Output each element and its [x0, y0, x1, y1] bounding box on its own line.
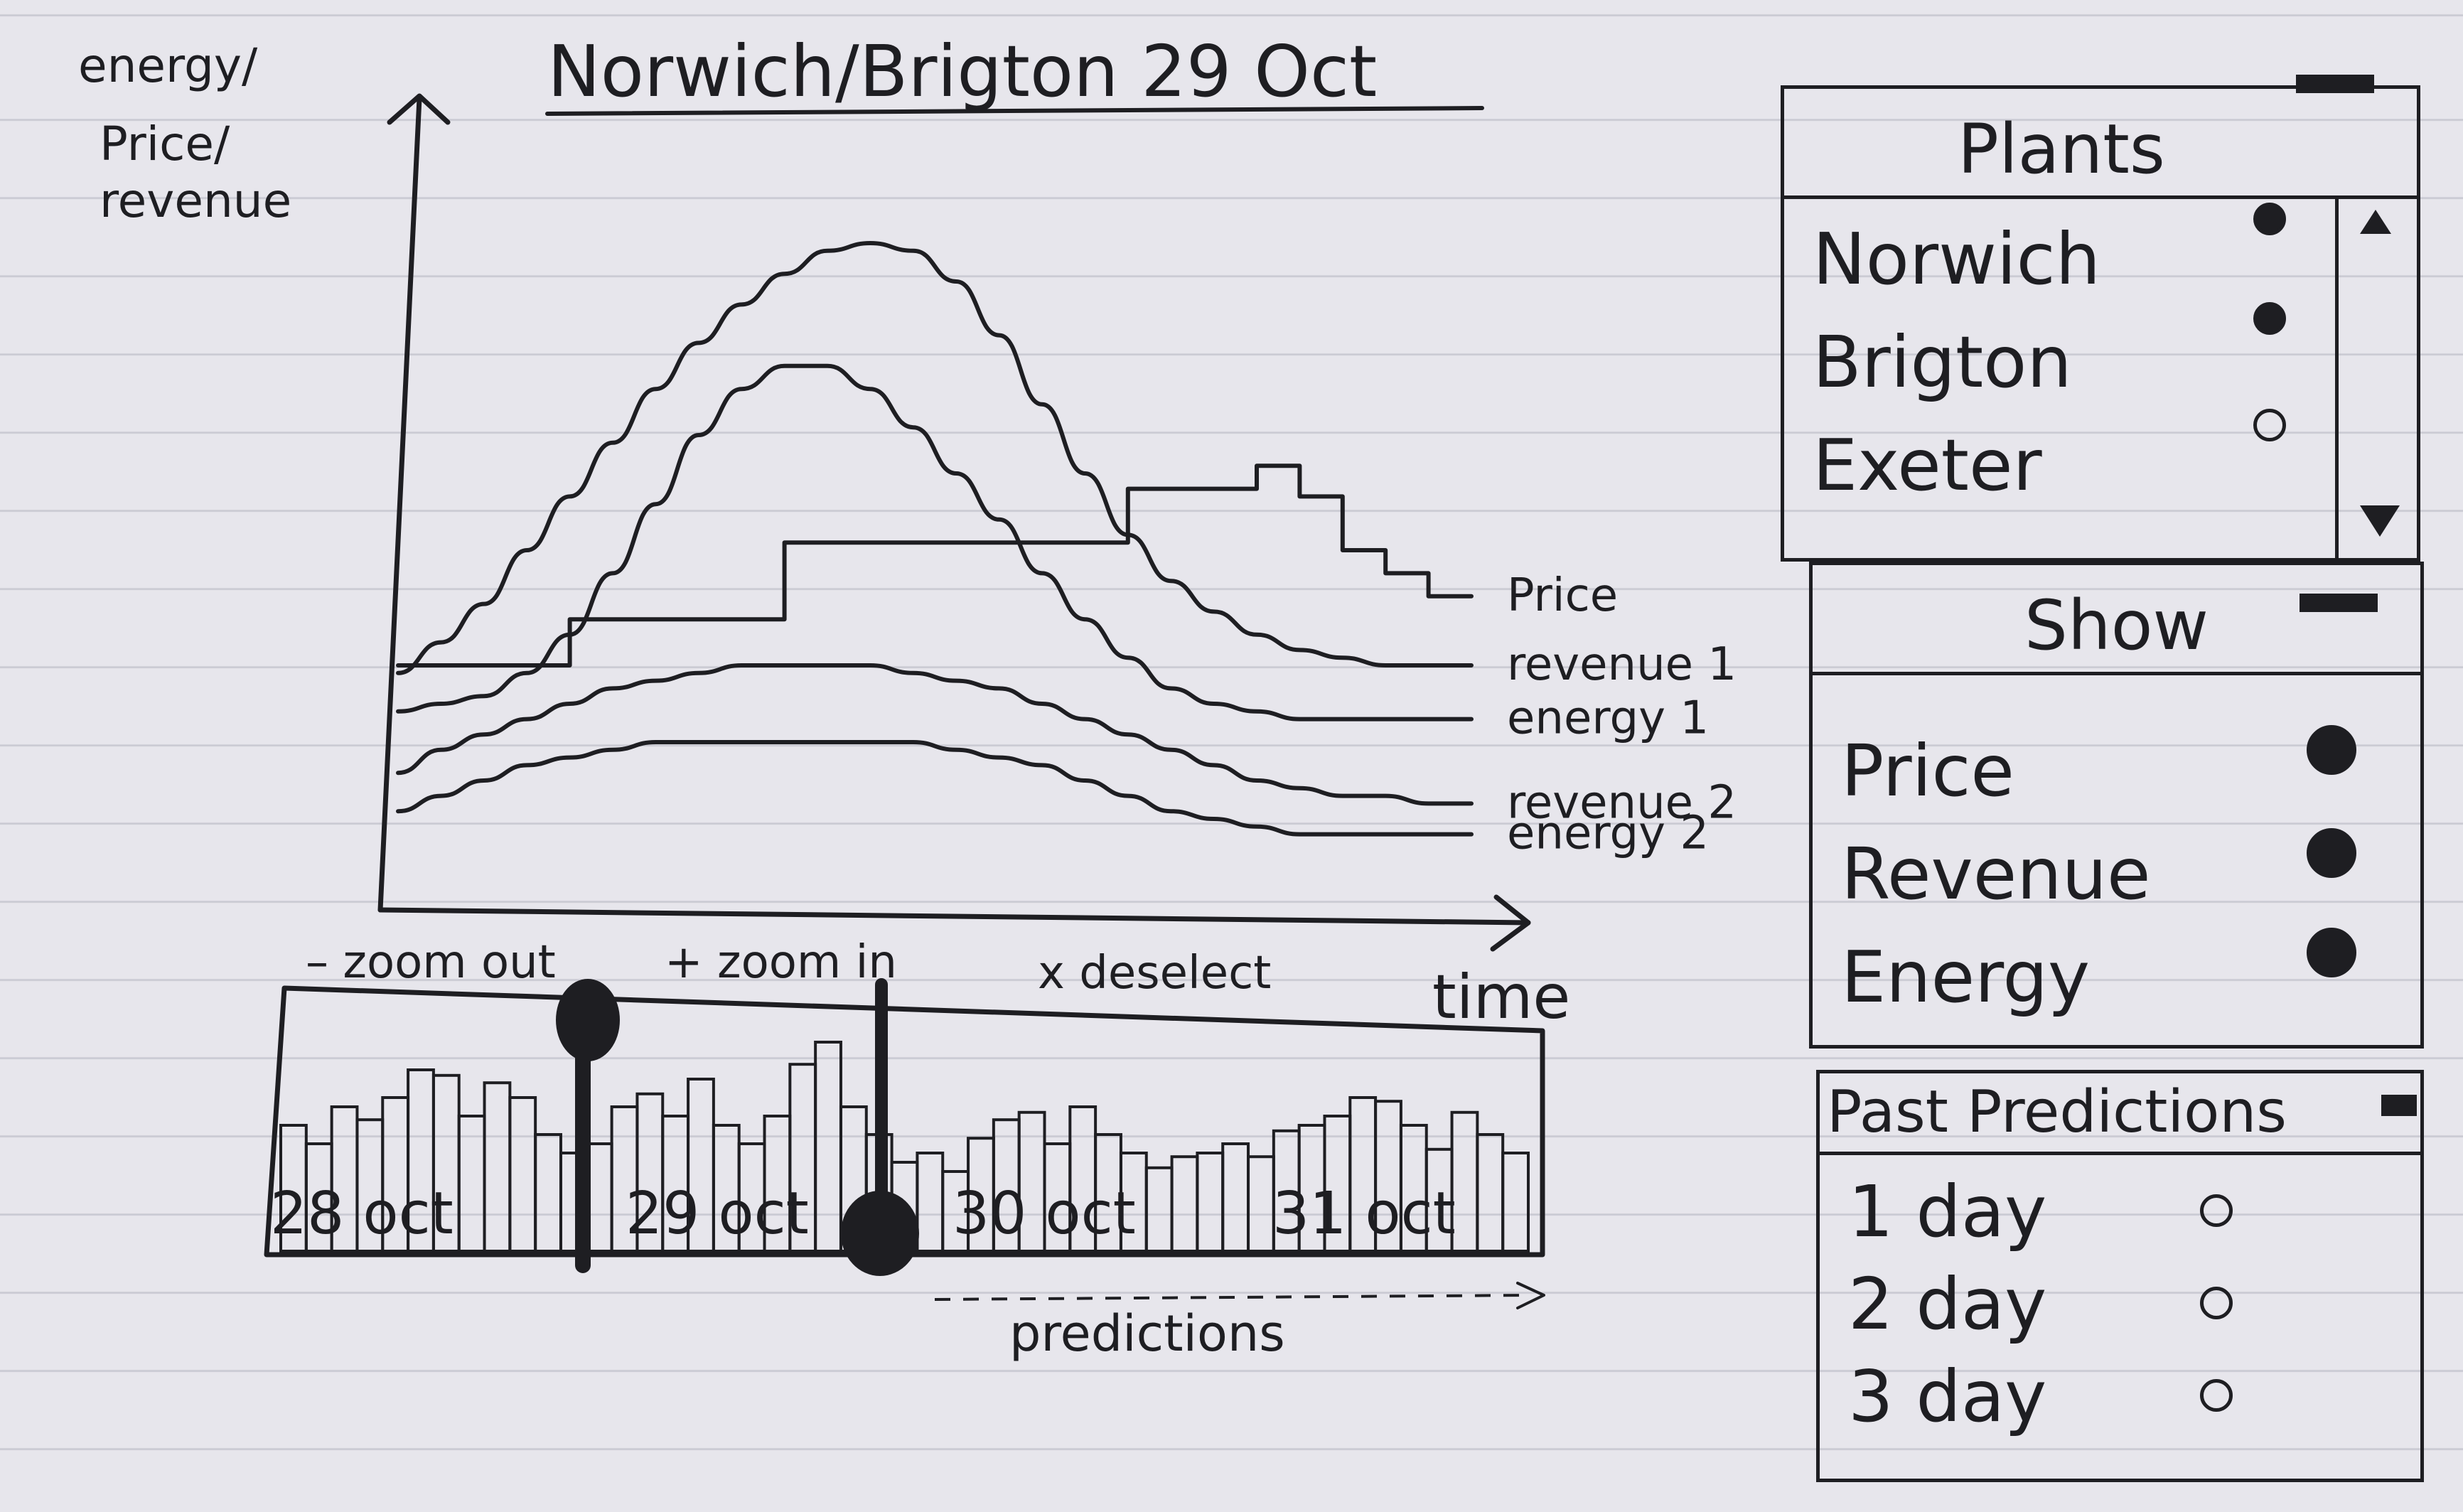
scroll-down-icon[interactable]: [2360, 505, 2400, 537]
chart-axes: [377, 93, 1531, 952]
timeline-date-label: 31 oct: [1272, 1180, 1456, 1248]
past-predictions-minimize-button[interactable]: [2381, 1095, 2417, 1116]
timeline-dates: 28 oct 29 oct 30 oct 31 oct: [270, 1180, 1456, 1248]
show-panel-minimize-button[interactable]: [2300, 594, 2378, 612]
range-handle-left-knob[interactable]: [556, 979, 620, 1061]
past-item-2-day-radio[interactable]: [2200, 1287, 2233, 1319]
timeline-date-label: 29 oct: [626, 1180, 809, 1248]
past-predictions-title: Past Predictions: [1820, 1073, 2420, 1155]
series-line-energy-2: [396, 740, 1474, 837]
show-panel-title: Show: [1813, 565, 2420, 675]
deselect-button[interactable]: x deselect: [1038, 947, 1271, 999]
timeline-bar: [1170, 1155, 1199, 1253]
plants-panel-scrollbar[interactable]: [2335, 195, 2417, 558]
range-handle-left[interactable]: [556, 979, 620, 1273]
chart-title-underline: [545, 106, 1484, 116]
x-axis: [377, 907, 1531, 926]
range-handle-right-knob[interactable]: [841, 1191, 919, 1276]
plant-item-exeter-label: Exeter: [1813, 424, 2042, 507]
plant-item-exeter-radio[interactable]: [2253, 409, 2286, 441]
show-item-revenue-label: Revenue: [1841, 832, 2151, 916]
show-panel: Show Price Revenue Energy: [1809, 562, 2424, 1049]
series-line-price: [396, 463, 1474, 667]
timeline-bar: [1476, 1133, 1505, 1253]
show-item-price-label: Price: [1841, 729, 2014, 813]
timeline-bar: [1196, 1152, 1225, 1253]
show-item-price-radio[interactable]: [2307, 725, 2356, 775]
past-item-1-day-radio[interactable]: [2200, 1194, 2233, 1227]
range-handle-right[interactable]: [841, 978, 919, 1276]
series-label-revenue-2: revenue 2: [1507, 776, 1737, 829]
timeline-bar: [1221, 1142, 1250, 1253]
plants-panel: Plants Norwich Brigton Exeter: [1781, 75, 2420, 562]
y-axis-arrow: [387, 93, 451, 125]
chart-title: Norwich/Brigton 29 Oct: [547, 30, 1377, 113]
y-axis-label-line1: energy/: [78, 38, 258, 93]
chart-series: [396, 241, 1474, 837]
timeline-bar: [1450, 1110, 1479, 1253]
plant-item-norwich-radio[interactable]: [2253, 203, 2286, 235]
plant-item-norwich-label: Norwich: [1813, 218, 2101, 301]
past-predictions-panel: Past Predictions 1 day 2 day 3 day: [1816, 1070, 2424, 1482]
zoom-in-button[interactable]: + zoom in: [665, 936, 897, 989]
plants-panel-title: Plants: [1784, 89, 2417, 199]
show-item-revenue-radio[interactable]: [2307, 828, 2356, 878]
timeline-bar: [508, 1096, 537, 1253]
timeline-bar: [457, 1115, 486, 1253]
past-item-1-day-label: 1 day: [1848, 1170, 2047, 1253]
scroll-up-icon[interactable]: [2360, 210, 2391, 234]
y-axis-label-line2: Price/: [100, 117, 230, 171]
timeline-frame: [264, 985, 1545, 1258]
y-axis: [377, 95, 422, 913]
x-axis-label: time: [1432, 962, 1570, 1033]
x-axis-arrow: [1490, 894, 1531, 952]
timeline-bar: [1501, 1152, 1530, 1253]
timeline-bar: [1247, 1155, 1275, 1253]
series-line-energy-1: [396, 363, 1474, 722]
series-label-energy-2: energy 2: [1507, 808, 1709, 860]
timeline-bar: [814, 1041, 842, 1253]
series-label-price: Price: [1507, 569, 1618, 622]
series-label-revenue-1: revenue 1: [1507, 638, 1737, 691]
timeline-bar: [916, 1152, 945, 1253]
timeline-date-label: 28 oct: [270, 1180, 454, 1248]
predictions-arrowhead: [1516, 1282, 1545, 1309]
past-item-3-day-label: 3 day: [1848, 1355, 2047, 1438]
timeline-bar: [1144, 1166, 1174, 1253]
series-line-revenue-2: [396, 663, 1474, 806]
show-item-energy-label: Energy: [1841, 935, 2091, 1019]
past-item-2-day-label: 2 day: [1848, 1262, 2047, 1346]
timeline-bar: [483, 1081, 512, 1253]
timeline: – zoom out + zoom in x deselect 28 oct 29…: [264, 936, 1545, 1363]
past-item-3-day-radio[interactable]: [2200, 1379, 2233, 1412]
timeline-bar: [534, 1133, 562, 1253]
timeline-date-label: 30 oct: [953, 1180, 1136, 1248]
zoom-out-button[interactable]: – zoom out: [306, 936, 556, 989]
series-line-revenue-1: [396, 241, 1474, 675]
show-item-energy-radio[interactable]: [2307, 928, 2356, 977]
plant-item-brigton-label: Brigton: [1813, 321, 2072, 404]
predictions-arrow: [934, 1294, 1533, 1301]
plants-panel-minimize-button[interactable]: [2296, 75, 2374, 93]
predictions-label: predictions: [1009, 1304, 1285, 1363]
y-axis-label-line3: revenue: [100, 173, 291, 228]
plant-item-brigton-radio[interactable]: [2253, 302, 2286, 335]
series-label-energy-1: energy 1: [1507, 692, 1709, 745]
